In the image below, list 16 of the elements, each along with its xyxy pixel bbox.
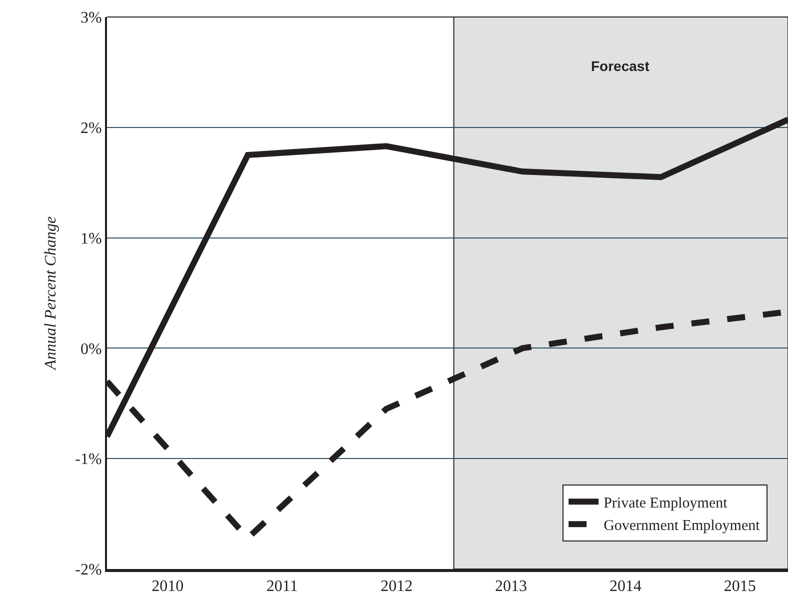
x-tick-label: 2010 (152, 578, 184, 596)
y-axis-title: Annual Percent Change (42, 216, 60, 371)
y-tick-label: -2% (75, 562, 102, 579)
y-tick-label: 2% (80, 120, 102, 137)
x-tick-label: 2014 (609, 578, 642, 596)
band-label: Forecast (591, 58, 650, 74)
x-tick-label: 2013 (495, 578, 528, 596)
x-tick-label: 2015 (724, 578, 756, 596)
x-tick-label: 2011 (266, 578, 298, 596)
x-tick-label: 2012 (380, 578, 413, 596)
y-tick-label: 3% (80, 10, 102, 27)
y-tick-label: 0% (80, 340, 102, 358)
legend-label: Government Employment (604, 518, 761, 534)
legend-label: Private Employment (604, 496, 728, 512)
y-tick-label: -1% (75, 451, 102, 468)
y-tick-label: 1% (80, 230, 102, 248)
